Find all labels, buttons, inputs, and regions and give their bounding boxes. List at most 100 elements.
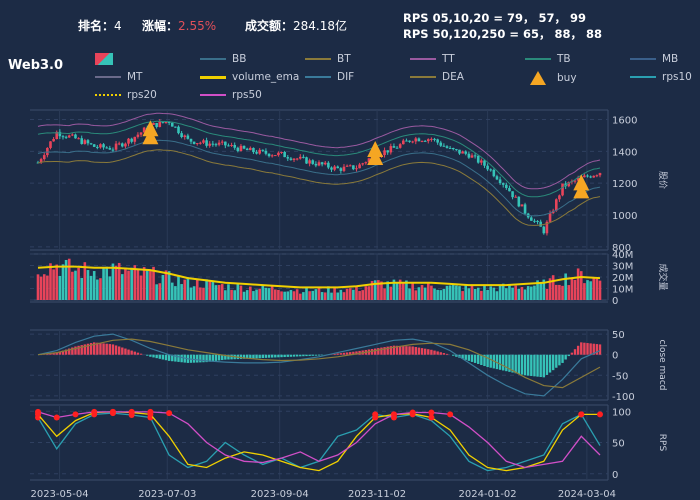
volume-bar — [258, 288, 261, 300]
macd-bar — [430, 349, 433, 355]
legend-label: buy — [557, 72, 577, 84]
candle — [383, 150, 386, 156]
legend-item-MT: MT — [95, 71, 142, 83]
macd-bar — [295, 354, 299, 357]
macd-bar — [455, 354, 458, 357]
candle — [402, 140, 405, 145]
rps-high-marker — [597, 411, 603, 418]
macd-bar — [230, 354, 233, 360]
macd-bar — [573, 349, 577, 355]
legend-item-rps50: rps50 — [200, 89, 262, 101]
volume-bar — [386, 281, 389, 300]
y-tick-label: 1200 — [612, 179, 637, 190]
rps-high-marker — [147, 408, 154, 415]
volume-bar — [408, 288, 411, 300]
price-axis-label: 股价 — [657, 171, 668, 189]
macd-bar — [523, 354, 527, 376]
rps50-line — [37, 411, 601, 469]
volume-bar — [192, 286, 196, 300]
macd-bar — [483, 354, 486, 367]
volume-bar — [217, 284, 221, 300]
macd-bar — [405, 346, 408, 355]
rps-axis-label: RPS — [657, 434, 667, 452]
y-tick-label: 1400 — [612, 147, 637, 158]
volume-bar — [39, 276, 43, 300]
macd-bar — [308, 354, 311, 356]
macd-bar — [117, 346, 121, 355]
macd-bar — [102, 343, 105, 355]
volume-bar — [539, 282, 542, 300]
candle — [489, 169, 493, 171]
macd-bar — [408, 346, 411, 355]
volume-bar — [508, 284, 511, 300]
volume-bar — [127, 270, 130, 300]
candle — [302, 156, 305, 158]
legend-swatch — [95, 76, 121, 78]
volume-bar — [236, 284, 240, 300]
volume-bar — [395, 283, 399, 300]
candle — [451, 147, 455, 150]
volume-bar — [464, 285, 468, 300]
volume-bar — [414, 290, 418, 300]
macd-bar — [342, 352, 346, 355]
volume-bar — [526, 286, 530, 300]
legend-item-rps10: rps10 — [630, 71, 692, 83]
macd-bar — [245, 354, 249, 359]
candle — [205, 140, 208, 146]
candle — [39, 159, 43, 163]
candle — [464, 151, 468, 154]
macd-bar — [77, 345, 80, 355]
candle — [155, 123, 158, 127]
macd-bar — [439, 352, 442, 355]
macd-bar — [111, 344, 115, 355]
buy-signal-triangle — [142, 128, 159, 145]
volume-bar — [55, 264, 59, 300]
candle — [86, 140, 90, 144]
volume-bar — [389, 286, 393, 300]
candle — [133, 136, 137, 142]
candle — [58, 131, 62, 137]
macd-bar — [283, 354, 286, 358]
macd-bar — [93, 342, 96, 355]
volume-bar — [220, 284, 224, 300]
macd-bar — [576, 345, 580, 355]
macd-bar — [520, 354, 524, 375]
macd-bar — [302, 354, 305, 357]
volume-bar — [598, 280, 602, 300]
rps-high-marker — [428, 409, 435, 416]
candle — [323, 162, 327, 165]
macd-bar — [199, 354, 202, 363]
volume-bar — [133, 265, 137, 300]
volume-bar — [342, 292, 346, 300]
volume-bar — [498, 285, 502, 300]
macd-bar — [470, 354, 474, 362]
candle — [367, 158, 371, 163]
legend-item-BB: BB — [200, 53, 246, 65]
candle — [330, 167, 333, 170]
candle — [345, 165, 349, 167]
candle — [161, 121, 165, 123]
candle — [202, 140, 205, 143]
candle — [358, 164, 361, 169]
rps-high-marker — [53, 414, 60, 421]
macd-bar — [80, 345, 83, 355]
legend-label: TT — [442, 53, 455, 65]
macd-bar — [370, 349, 374, 355]
volume-bar — [249, 286, 252, 300]
volume-bar — [476, 287, 480, 300]
candle — [127, 138, 130, 144]
macd-bar — [89, 343, 93, 355]
candle — [505, 184, 508, 189]
candle — [554, 199, 558, 211]
legend-swatch — [305, 76, 331, 78]
candle — [208, 143, 212, 146]
macd-bar — [336, 353, 339, 355]
volume-bar — [364, 286, 368, 300]
candle — [277, 152, 280, 156]
macd-bar — [71, 347, 74, 355]
candle — [408, 140, 411, 142]
candle — [355, 168, 358, 170]
macd-bar — [264, 354, 268, 358]
candle — [439, 142, 443, 146]
macd-bar — [255, 354, 258, 359]
